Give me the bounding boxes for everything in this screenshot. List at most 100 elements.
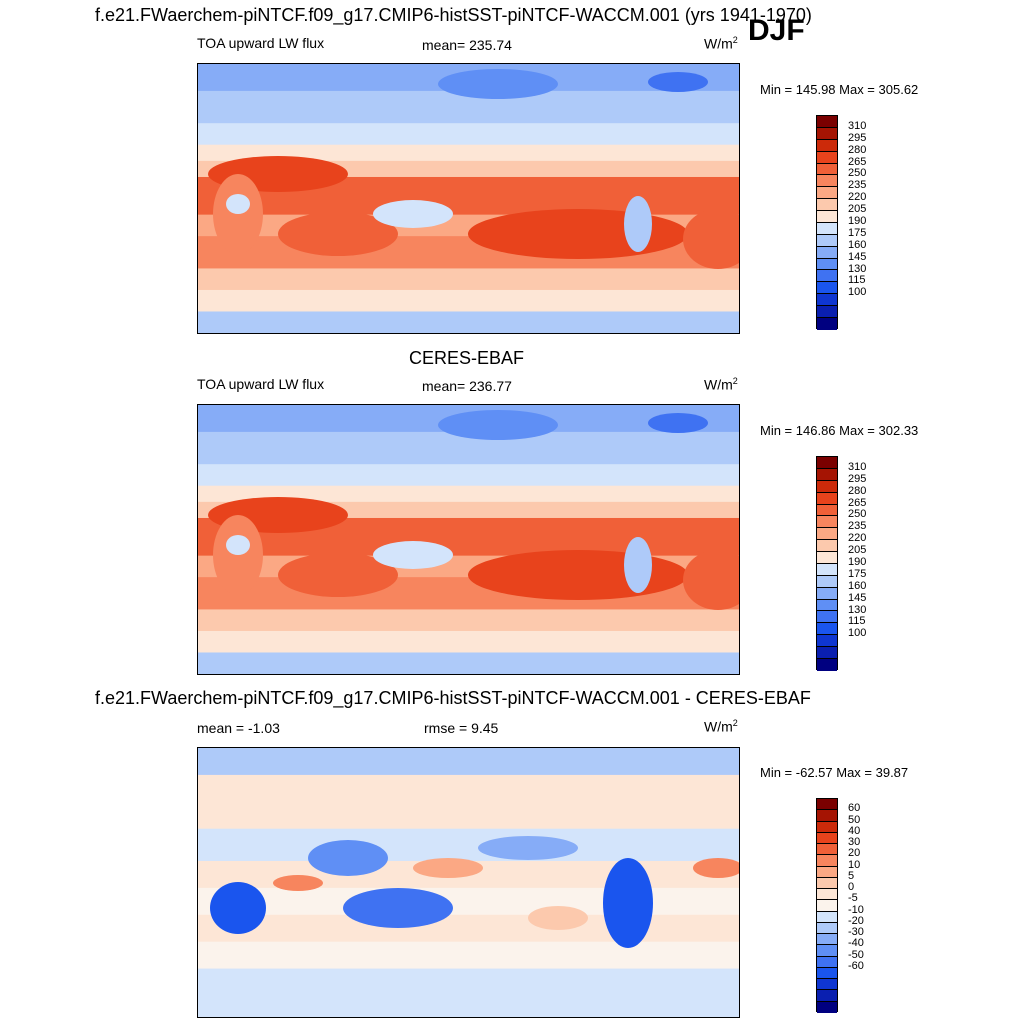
colorbar-swatch bbox=[817, 990, 837, 1002]
colorbar-swatch bbox=[817, 246, 837, 259]
colorbar-swatch bbox=[817, 127, 837, 140]
field-patch bbox=[210, 882, 266, 934]
colorbar-tick-label: 235 bbox=[848, 520, 867, 533]
colorbar-swatch bbox=[817, 611, 837, 624]
colorbar-tick-label: 30 bbox=[848, 836, 861, 849]
colorbar-swatch bbox=[817, 480, 837, 493]
field-patch bbox=[624, 537, 652, 593]
min-max-label: Min = 146.86 Max = 302.33 bbox=[760, 423, 919, 438]
colorbar-tick-label: 115 bbox=[848, 274, 866, 287]
field-band bbox=[198, 748, 739, 776]
colorbar-swatch bbox=[817, 866, 837, 878]
map-field bbox=[198, 405, 753, 675]
colorbar-tick-label: 250 bbox=[848, 508, 867, 521]
map-plot bbox=[197, 404, 753, 675]
colorbar-tick-label: -50 bbox=[848, 948, 864, 961]
colorbar-swatch bbox=[817, 306, 837, 318]
colorbar-tick-label: -30 bbox=[848, 926, 864, 939]
field-patch bbox=[648, 413, 708, 433]
colorbar bbox=[816, 115, 838, 330]
colorbar-swatch bbox=[817, 900, 837, 912]
colorbar-tick-label: 10 bbox=[848, 858, 861, 871]
field-band bbox=[198, 941, 739, 970]
colorbar-swatch bbox=[817, 587, 837, 600]
colorbar-tick-label: 160 bbox=[848, 238, 867, 251]
colorbar-swatch bbox=[817, 468, 837, 481]
map-plot bbox=[197, 747, 743, 1018]
colorbar-tick-label: 145 bbox=[848, 591, 867, 604]
field-patch bbox=[528, 906, 588, 930]
colorbar-swatch bbox=[817, 187, 837, 200]
colorbar-tick-label: 310 bbox=[848, 460, 867, 473]
colorbar-tick-label: 100 bbox=[848, 627, 867, 640]
field-band bbox=[198, 914, 739, 943]
colorbar-tick-label: 295 bbox=[848, 472, 867, 485]
field-patch bbox=[603, 858, 653, 948]
field-patch bbox=[648, 72, 708, 92]
colorbar-swatch bbox=[817, 623, 837, 636]
field-patch bbox=[278, 212, 398, 256]
colorbar-swatch bbox=[817, 979, 837, 991]
colorbar-tick-label: 115 bbox=[848, 615, 866, 628]
map-field bbox=[198, 748, 743, 1018]
field-patch bbox=[226, 535, 250, 555]
colorbar-tick-label: 220 bbox=[848, 532, 867, 545]
colorbar-swatch bbox=[817, 139, 837, 152]
field-patch bbox=[468, 550, 688, 600]
field-band bbox=[198, 311, 739, 334]
colorbar-tick-label: -40 bbox=[848, 937, 864, 950]
field-patch bbox=[438, 410, 558, 440]
colorbar-tick-label: 175 bbox=[848, 226, 867, 239]
field-band bbox=[198, 652, 739, 675]
colorbar-swatch bbox=[817, 635, 837, 647]
colorbar-swatch bbox=[817, 270, 837, 283]
colorbar-swatch bbox=[817, 877, 837, 889]
colorbar-tick-label: 295 bbox=[848, 131, 867, 144]
panel-units-label: W/m2 bbox=[704, 376, 738, 393]
colorbar-tick-label: 145 bbox=[848, 250, 867, 263]
field-band bbox=[198, 144, 739, 162]
colorbar-tick-label: 130 bbox=[848, 603, 867, 616]
figure-title: f.e21.FWaerchem-piNTCF.f09_g17.CMIP6-his… bbox=[95, 5, 812, 25]
colorbar-tick-label: -10 bbox=[848, 903, 864, 916]
colorbar-swatch bbox=[817, 1001, 837, 1013]
panel-mean-label: mean = -1.03 bbox=[197, 720, 280, 736]
colorbar-swatch bbox=[817, 222, 837, 235]
colorbar-swatch bbox=[817, 116, 837, 128]
panel-title: f.e21.FWaerchem-piNTCF.f09_g17.CMIP6-his… bbox=[95, 688, 811, 708]
field-patch bbox=[438, 69, 558, 99]
field-patch bbox=[683, 209, 753, 269]
colorbar-swatch bbox=[817, 294, 837, 306]
colorbar-swatch bbox=[817, 832, 837, 844]
field-patch bbox=[624, 196, 652, 252]
colorbar-tick-label: 205 bbox=[848, 203, 867, 216]
panel-mean-label: mean= 235.74 bbox=[422, 37, 512, 53]
colorbar-swatch bbox=[817, 821, 837, 833]
min-max-label: Min = 145.98 Max = 305.62 bbox=[760, 82, 919, 97]
field-band bbox=[198, 485, 739, 503]
field-band bbox=[198, 289, 739, 313]
colorbar-swatch bbox=[817, 540, 837, 552]
colorbar-tick-label: 310 bbox=[848, 119, 867, 132]
panel-variable-label: TOA upward LW flux bbox=[197, 35, 325, 51]
colorbar-swatch bbox=[817, 855, 837, 867]
colorbar-tick-label: 175 bbox=[848, 567, 867, 580]
colorbar-swatch bbox=[817, 844, 837, 856]
colorbar-swatch bbox=[817, 599, 837, 612]
season-label: DJF bbox=[748, 14, 805, 47]
field-band bbox=[198, 630, 739, 654]
colorbar-swatch bbox=[817, 922, 837, 934]
map-field bbox=[198, 64, 753, 334]
colorbar-swatch bbox=[817, 967, 837, 979]
colorbar-swatch bbox=[817, 956, 837, 968]
field-band bbox=[198, 828, 739, 862]
field-patch bbox=[273, 875, 323, 891]
colorbar-tick-label: 0 bbox=[848, 881, 855, 894]
field-band bbox=[198, 609, 739, 632]
panel-variable-label: TOA upward LW flux bbox=[197, 376, 325, 392]
colorbar-swatch bbox=[817, 457, 837, 469]
field-patch bbox=[478, 836, 578, 860]
colorbar-tick-label: 280 bbox=[848, 143, 867, 156]
panel-units-label: W/m2 bbox=[704, 718, 738, 735]
colorbar-swatch bbox=[817, 175, 837, 188]
